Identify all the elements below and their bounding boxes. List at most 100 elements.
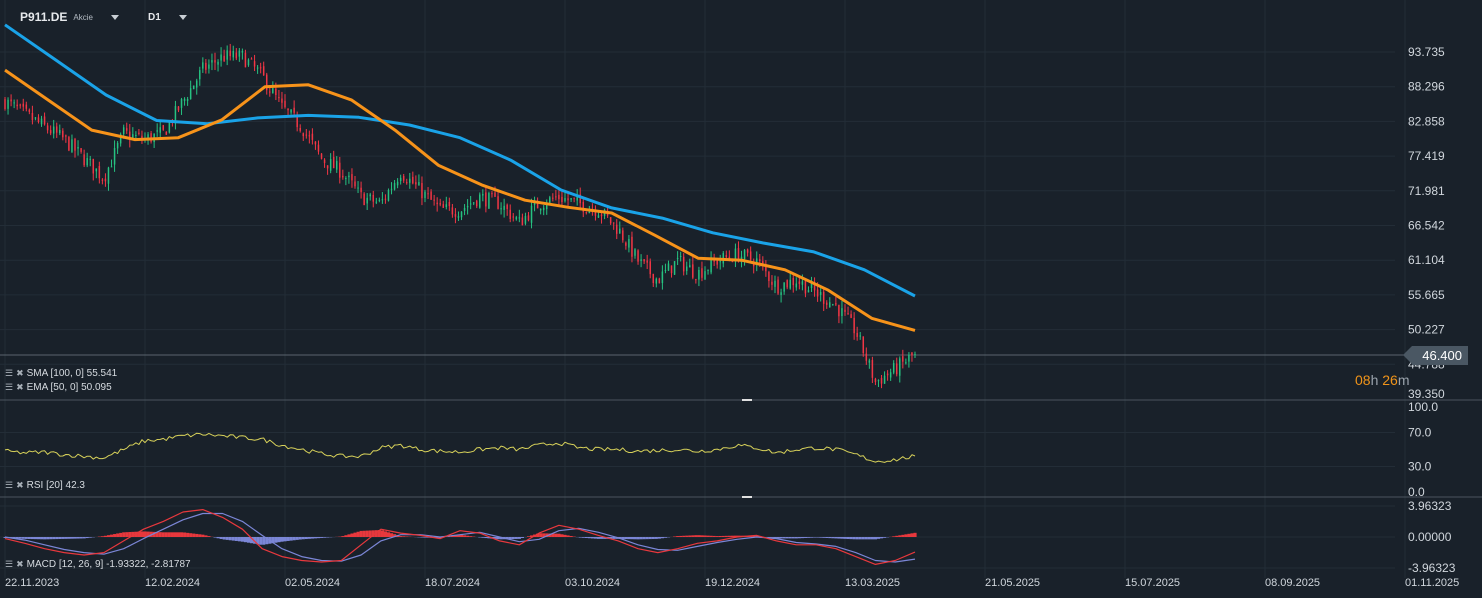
candle (755, 258, 758, 265)
macd-histogram-bar (222, 537, 226, 540)
macd-histogram-bar (542, 533, 546, 537)
macd-histogram-bar (73, 537, 77, 539)
candle (850, 314, 852, 318)
candle (701, 268, 703, 278)
candle (229, 50, 231, 57)
macd-histogram-bar (371, 530, 375, 537)
candle (296, 115, 298, 128)
settings-icon[interactable]: ☰ (5, 368, 14, 378)
candle (482, 194, 484, 196)
candle (339, 162, 341, 178)
macd-histogram-bar (715, 536, 719, 537)
candle (116, 142, 119, 149)
candle (427, 193, 429, 195)
candle (326, 165, 329, 169)
macd-histogram-bar (173, 532, 178, 537)
candle (335, 161, 338, 170)
price-axis-label: 61.104 (1408, 253, 1445, 267)
close-icon[interactable]: ✖ (16, 368, 24, 378)
settings-icon[interactable]: ☰ (5, 480, 14, 490)
candle (192, 85, 195, 90)
candle (868, 360, 871, 363)
macd-histogram-bar (520, 537, 524, 539)
close-icon[interactable]: ✖ (16, 480, 24, 490)
macd-histogram-bar (508, 537, 512, 540)
macd-histogram-bar (870, 537, 874, 540)
candle (189, 88, 192, 100)
candle (698, 269, 700, 280)
macd-histogram-bar (727, 535, 731, 537)
pane-resize-handle[interactable] (742, 496, 752, 498)
candle (135, 134, 137, 137)
candle (786, 280, 788, 288)
candle (68, 137, 70, 151)
macd-histogram-bar (910, 533, 914, 537)
candle (743, 250, 746, 260)
candle (259, 67, 262, 69)
macd-histogram-bar (341, 536, 345, 537)
candle (829, 302, 831, 308)
macd-histogram-bar (776, 537, 780, 539)
candle (841, 308, 843, 317)
pane-resize-handle[interactable] (742, 399, 752, 401)
candle (199, 70, 201, 80)
candle (859, 335, 861, 337)
macd-histogram-bar (706, 535, 710, 537)
date-axis-label: 18.07.2024 (425, 577, 480, 589)
candle (40, 118, 43, 125)
candle (387, 190, 390, 201)
macd-histogram-bar (493, 537, 497, 539)
candle (101, 179, 104, 181)
macd-histogram-bar (557, 533, 561, 537)
macd-axis-label: 3.96323 (1408, 499, 1452, 513)
macd-histogram-bar (277, 537, 281, 543)
candle (439, 203, 441, 205)
macd-histogram-bar (453, 535, 458, 537)
candle (208, 64, 210, 69)
candle (822, 291, 825, 304)
candle (832, 304, 834, 306)
candle (265, 74, 268, 91)
close-icon[interactable]: ✖ (16, 559, 24, 569)
price-axis-label: 66.542 (1408, 219, 1445, 233)
macd-histogram-bar (587, 537, 591, 539)
macd-histogram-bar (447, 536, 451, 537)
macd-histogram-bar (861, 537, 865, 540)
candle (256, 67, 259, 69)
candle (34, 117, 37, 119)
macd-histogram-bar (898, 535, 902, 537)
candle (643, 259, 645, 262)
candle (372, 194, 375, 202)
candle (844, 309, 846, 312)
macd-histogram-bar (712, 535, 716, 537)
macd-histogram-bar (131, 531, 135, 537)
timeframe-selector[interactable]: D1 (148, 12, 187, 23)
candle (241, 50, 244, 53)
candle (314, 141, 317, 145)
macd-histogram-bar (192, 533, 196, 537)
candle (269, 91, 271, 93)
candle (491, 193, 493, 195)
macd-histogram-bar (320, 537, 324, 538)
macd-histogram-bar (901, 534, 905, 537)
candle (509, 209, 511, 219)
candle (646, 260, 648, 263)
macd-histogram-bar (15, 537, 19, 539)
candle (716, 260, 718, 265)
settings-icon[interactable]: ☰ (5, 382, 14, 392)
macd-histogram-bar (85, 537, 89, 539)
candle (345, 178, 347, 180)
legend-rsi: ☰ ✖ RSI [20] 42.3 (5, 480, 85, 491)
macd-histogram-bar (103, 535, 108, 537)
candle (801, 281, 804, 285)
close-icon[interactable]: ✖ (16, 382, 24, 392)
macd-histogram-bar (481, 537, 485, 538)
symbol-selector[interactable]: P911.DE Akcie (20, 10, 119, 24)
candle (445, 204, 448, 208)
candle (765, 266, 767, 272)
macd-histogram-bar (253, 537, 257, 544)
macd-histogram-bar (307, 537, 311, 539)
settings-icon[interactable]: ☰ (5, 559, 14, 569)
candle (512, 216, 515, 218)
